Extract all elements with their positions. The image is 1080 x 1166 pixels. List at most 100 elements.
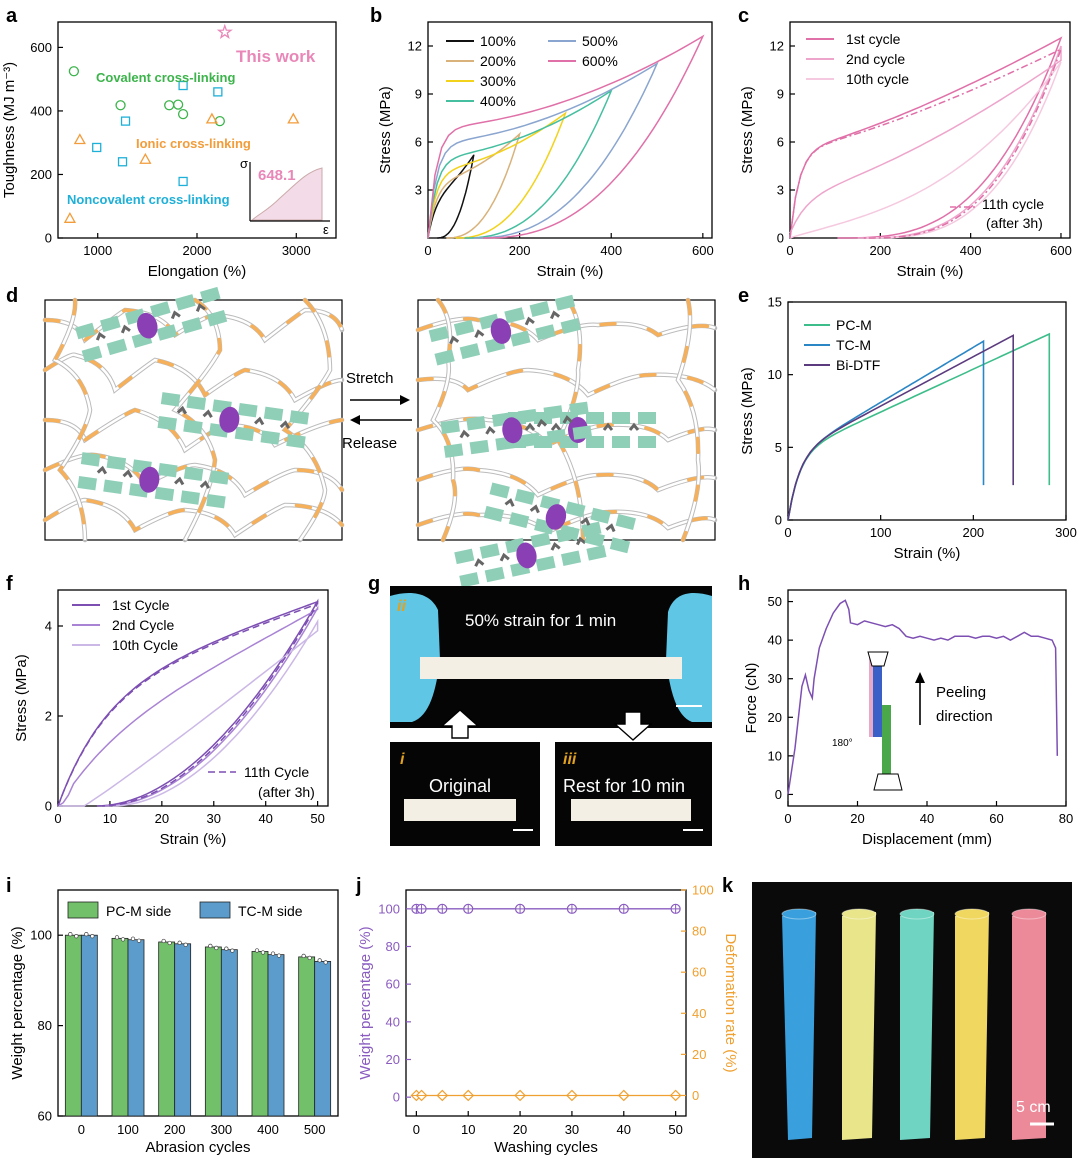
hard-block [466,416,486,431]
plot-frame [427,21,713,239]
arrow-up-icon [440,709,480,739]
panel-label-c: c [738,5,749,27]
hard-block [106,455,127,471]
panel-label-a: a [6,5,18,27]
inset-value: 648.1 [258,167,296,184]
hard-block [479,543,500,559]
hard-block [206,494,226,509]
plot-frame [57,589,329,807]
photo-original-text: Original [429,776,491,796]
legend-label: Bi-DTF [836,357,880,373]
cycle-curve-1 [789,36,1063,239]
x-tick-label: 40 [920,811,934,826]
y-axis-label: Stress (MPa) [13,654,30,742]
y-axis-label: Weight percentage (%) [9,926,26,1079]
y-tick-label: 6 [777,135,784,150]
x-tick-label: 1000 [83,243,112,258]
linker-zigzag [195,303,206,312]
tube-yellow [955,912,989,1140]
release-label: Release [342,435,397,452]
x-tick-label: 0 [413,1122,420,1137]
hard-block [584,530,605,547]
tube-top-yellow [954,908,990,920]
y-axis-label: Stress (MPa) [739,86,756,174]
tube-group [781,908,1047,1140]
y-tick-label: 4 [45,619,52,634]
y-tick-label: 80 [38,1018,52,1033]
hard-block [234,426,255,442]
x-tick-label: 500 [304,1122,326,1137]
stretched-strip [420,657,682,679]
linker-zigzag [550,422,562,431]
photo-top-text: 50% strain for 1 min [465,611,616,630]
plot-frame [57,889,339,1117]
data-point-covalent [172,99,184,110]
legend-label: 10th Cycle [112,637,178,653]
bar-pc-m [111,937,129,1117]
x-tick-label: 10 [103,811,117,826]
legend-label: 10th cycle [846,71,909,87]
linker-zigzag [485,425,496,435]
chain-segment [43,498,344,538]
hard-block [428,326,450,343]
cycle-curve-2 [789,45,1062,239]
linker-zigzag [459,429,470,439]
hard-block [183,419,203,434]
x-tick-label: 100 [870,525,892,540]
cycle-curve-4 [57,600,319,807]
panel-b-chart: 0 200 400 600 3 6 9 12 Strain (%) Stress (MPa) 100… [377,21,714,280]
data-point-noncovalent [120,116,131,126]
hysteresis-curve-200pct [427,131,522,239]
hard-block [156,324,178,341]
x-tick-label: 0 [784,811,791,826]
hard-block [559,524,580,541]
hard-block [535,555,556,572]
diagram-network-relaxed [42,286,345,543]
y-tick-label-right: 40 [692,1006,706,1021]
legend-label: 500% [582,33,618,49]
y-tick-label: 9 [777,87,784,102]
hard-block [590,507,611,524]
hard-segment-stack [157,392,310,449]
tube-pink [1012,912,1046,1140]
hard-block [175,294,196,311]
hard-block [75,322,96,340]
bar-tc-m [220,949,238,1117]
release-arrow-head [350,415,360,425]
hard-segment-stack [428,294,581,366]
hard-block [565,501,586,518]
hard-block [154,486,175,502]
data-point-ionic [205,112,218,124]
legend-label: 300% [480,73,516,89]
rest-strip [571,799,691,821]
linker-zigzag [95,331,106,341]
data-point-noncovalent [92,142,102,153]
x-tick-label: 20 [850,811,864,826]
y-tick-label: 0 [775,787,782,802]
hard-block [612,412,630,424]
hard-block [80,452,101,467]
y-axis-label: Stress (MPa) [377,86,394,174]
legend-label: 200% [480,53,516,69]
hard-block [581,521,602,538]
x-tick-label: 30 [207,811,221,826]
marker-weight-cross [463,904,473,914]
bar-data-dot [317,958,322,963]
linker-zigzag [602,422,614,431]
hard-block [535,324,556,341]
bar-tc-m [127,939,145,1117]
disulfide-oval [139,466,160,493]
y-tick-label: 40 [768,633,782,648]
linker-zigzag [122,469,133,479]
x-tick-label: 600 [1050,243,1072,258]
hard-block [483,505,505,522]
x-tick-label: 400 [257,1122,279,1137]
hard-segment-stack [440,401,593,458]
annotation-line-1: 11th Cycle [244,764,309,780]
inset-clamp-top [867,651,889,667]
x-tick-label: 600 [692,243,714,258]
inset-film-green [882,705,891,790]
tube-top-pink [1011,908,1047,920]
linker-zigzag [174,476,185,486]
bar-data-dot [130,936,136,941]
